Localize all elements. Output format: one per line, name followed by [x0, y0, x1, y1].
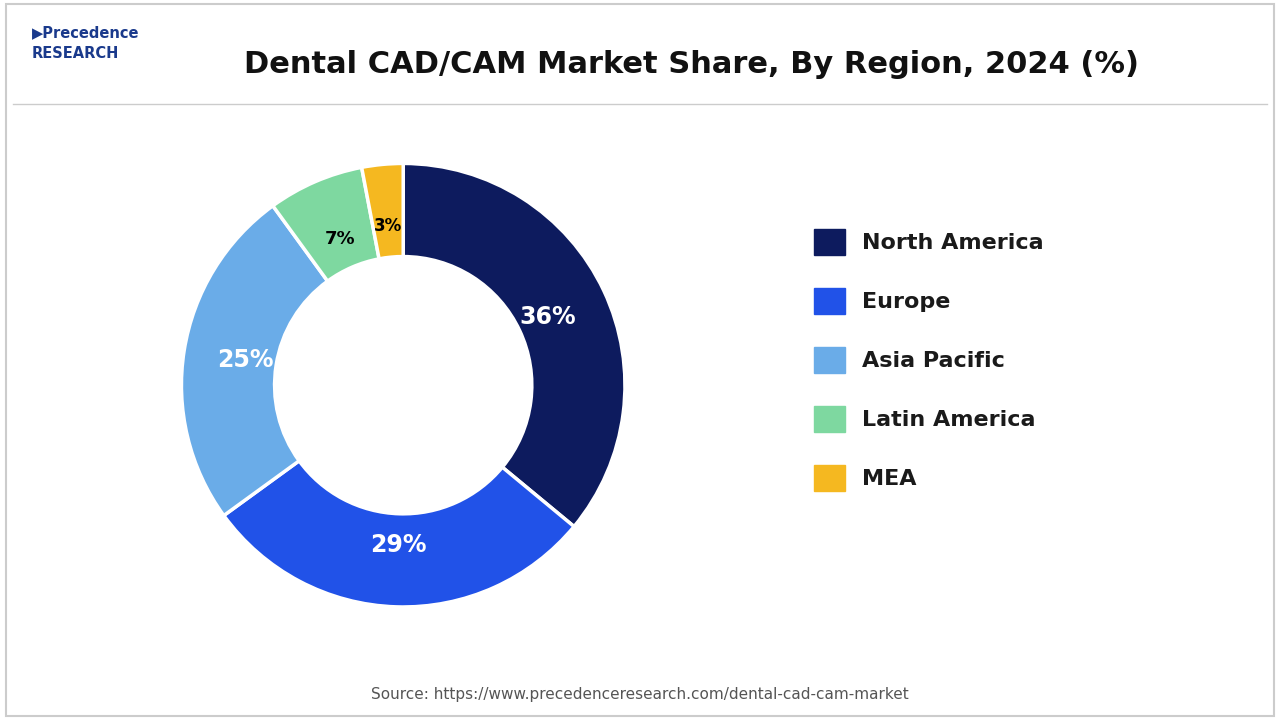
Text: 36%: 36% — [520, 305, 576, 329]
Wedge shape — [403, 163, 625, 526]
Text: 3%: 3% — [374, 217, 402, 235]
Wedge shape — [182, 206, 328, 516]
Text: Dental CAD/CAM Market Share, By Region, 2024 (%): Dental CAD/CAM Market Share, By Region, … — [243, 50, 1139, 79]
Wedge shape — [273, 167, 379, 281]
Text: 25%: 25% — [218, 348, 274, 372]
Text: 7%: 7% — [324, 230, 355, 248]
Text: ▶Precedence
RESEARCH: ▶Precedence RESEARCH — [32, 25, 140, 61]
Text: Source: https://www.precedenceresearch.com/dental-cad-cam-market: Source: https://www.precedenceresearch.c… — [371, 687, 909, 702]
Legend: North America, Europe, Asia Pacific, Latin America, MEA: North America, Europe, Asia Pacific, Lat… — [805, 220, 1053, 500]
Wedge shape — [224, 461, 573, 607]
Text: 29%: 29% — [370, 533, 426, 557]
Wedge shape — [362, 163, 403, 259]
